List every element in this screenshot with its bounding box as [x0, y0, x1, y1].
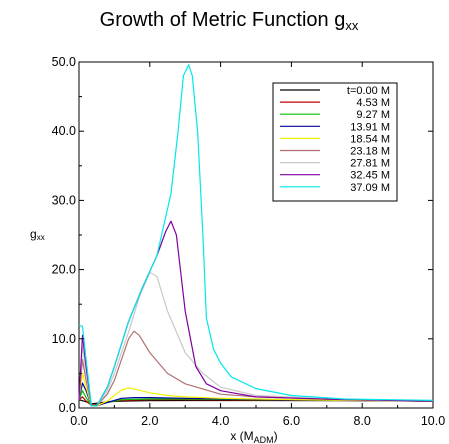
y-tick-label: 40.0	[52, 124, 76, 138]
series-line-3	[78, 382, 434, 407]
x-tick-label: 10.0	[421, 414, 445, 428]
legend-label: 27.81 M	[350, 158, 390, 170]
legend-label: 37.09 M	[350, 182, 390, 194]
x-tick-label: 8.0	[354, 414, 371, 428]
x-axis-label: x (MADM)	[230, 429, 277, 444]
legend-label: 18.54 M	[350, 133, 390, 145]
x-tick-label: 0.0	[70, 414, 87, 428]
y-tick-label: 0.0	[59, 401, 76, 415]
legend-label: t=0.00 M	[347, 85, 390, 97]
legend-label: 13.91 M	[350, 121, 390, 133]
x-tick-label: 2.0	[141, 414, 158, 428]
y-tick-label: 30.0	[52, 193, 76, 207]
chart-title: Growth of Metric Function gxx	[100, 9, 359, 33]
legend: t=0.00 M4.53 M9.27 M13.91 M18.54 M23.18 …	[272, 82, 398, 202]
x-tick-label: 4.0	[212, 414, 229, 428]
series-line-5	[78, 330, 434, 407]
plot-area: 0.0 2.0 4.0 6.0 8.0 10.0 0.0 10.0 20.0 30.0 40.0 50…	[52, 55, 446, 428]
y-tick-label: 20.0	[52, 263, 76, 277]
legend-label: 23.18 M	[350, 146, 390, 158]
legend-label: 4.53 M	[356, 97, 390, 109]
legend-label: 32.45 M	[350, 170, 390, 182]
legend-label: 9.27 M	[356, 109, 390, 121]
ticks-layer: 0.0 2.0 4.0 6.0 8.0 10.0 0.0 10.0 20.0 30.0 40.0 50…	[52, 55, 446, 428]
y-tick-label: 50.0	[52, 55, 76, 69]
x-tick-label: 6.0	[283, 414, 300, 428]
series-line-8	[78, 64, 434, 407]
series-layer	[78, 64, 434, 407]
series-line-6	[78, 271, 434, 407]
y-tick-label: 10.0	[52, 332, 76, 346]
y-axis-label: gxx	[30, 227, 45, 242]
